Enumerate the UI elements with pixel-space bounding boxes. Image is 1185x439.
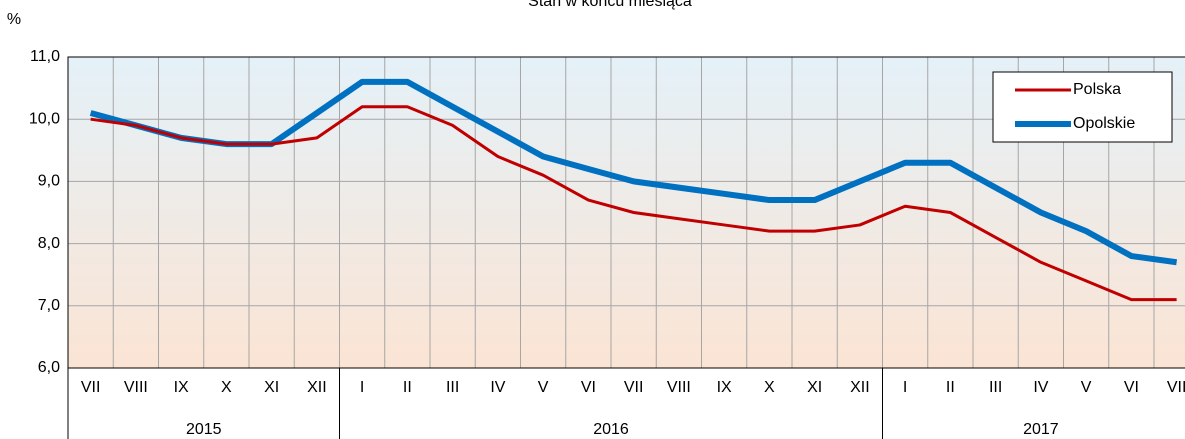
x-tick-label: XI [264,379,279,396]
y-tick-label: 10,0 [29,110,60,127]
x-tick-label: VI [1124,379,1139,396]
x-tick-label: IX [717,379,732,396]
x-group-label: 2015 [186,421,222,438]
legend-label: Opolskie [1073,115,1135,132]
x-tick-label: II [403,379,412,396]
x-tick-label: VII [624,379,644,396]
x-tick-label: I [360,379,364,396]
y-tick-label: 11,0 [30,48,60,65]
x-tick-label: VIII [667,379,691,396]
x-tick-label: III [989,379,1002,396]
y-tick-label: 7,0 [38,297,60,314]
x-tick-label: I [903,379,907,396]
x-tick-label: VII [1167,379,1185,396]
x-tick-label: VII [81,379,101,396]
x-tick-label: XII [307,379,327,396]
legend-box [992,71,1173,143]
y-axis-label: % [7,11,21,28]
x-tick-label: X [221,379,232,396]
x-tick-label: III [446,379,459,396]
y-tick-label: 9,0 [38,173,60,190]
y-tick-label: 8,0 [38,235,60,252]
x-tick-label: XI [807,379,822,396]
x-tick-label: V [1081,379,1092,396]
x-tick-label: XII [850,379,870,396]
x-group-label: 2017 [1023,421,1059,438]
x-tick-label: VIII [124,379,148,396]
x-tick-label: IX [174,379,189,396]
chart-title: Stan w końcu miesiąca [528,0,692,10]
x-tick-label: VI [581,379,596,396]
x-tick-label: X [764,379,775,396]
legend-label: Polska [1073,81,1121,98]
y-tick-label: 6,0 [38,359,60,376]
plot-border [67,56,1185,369]
x-tick-label: II [946,379,955,396]
x-tick-label: IV [1033,379,1048,396]
x-tick-label: IV [490,379,505,396]
x-tick-label: V [538,379,549,396]
series-line [90,105,1177,302]
x-group-label: 2016 [593,421,629,438]
